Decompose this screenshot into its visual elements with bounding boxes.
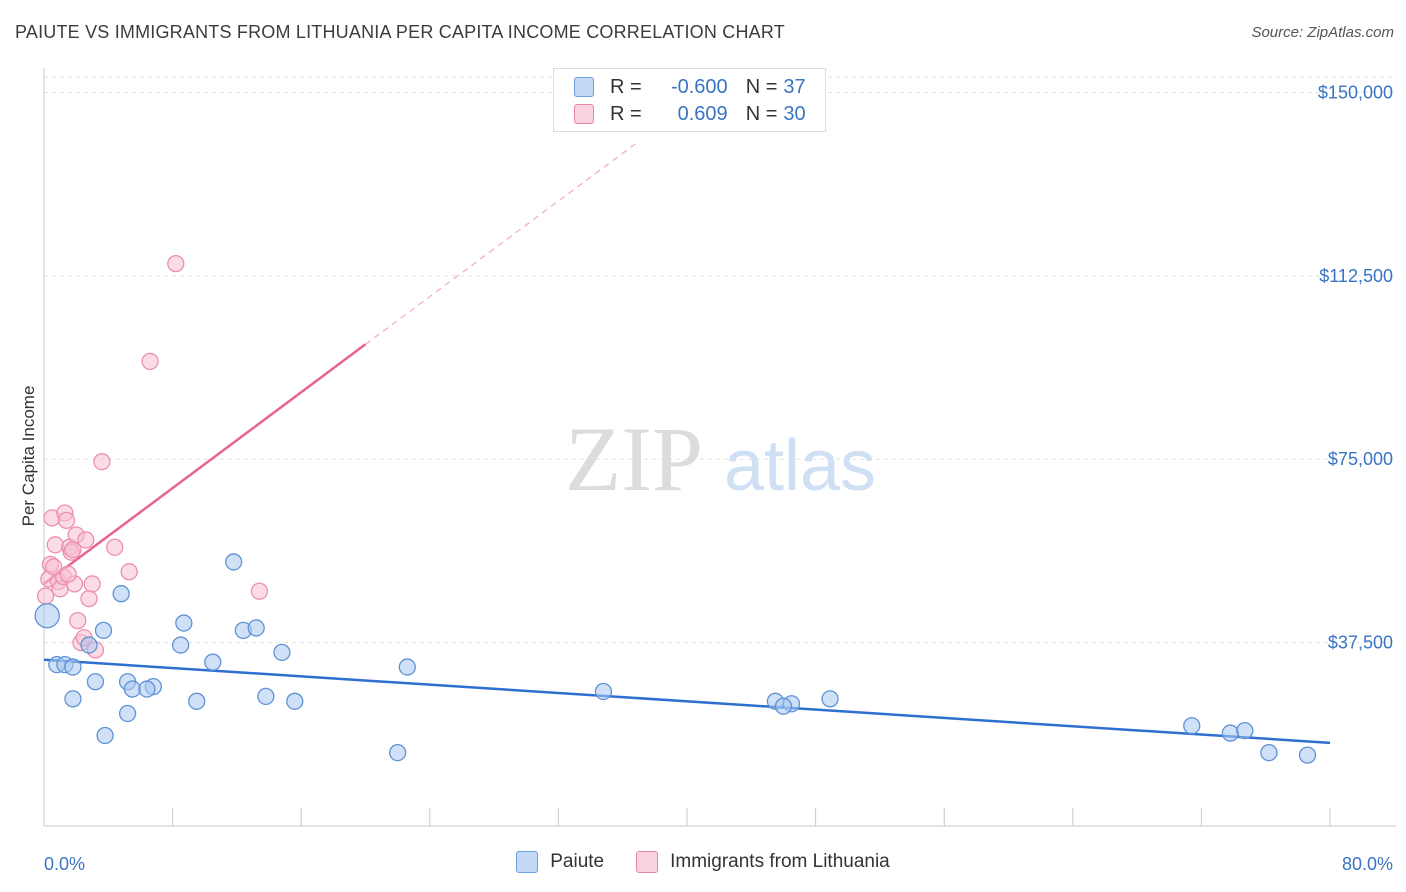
point-paiute [257, 687, 275, 706]
point-paiute [594, 682, 613, 701]
point-paiute [86, 673, 105, 691]
point-paiute [80, 636, 98, 654]
point-lithuania [77, 531, 95, 549]
point-lithuania [44, 558, 63, 576]
legend-r-label: R = [610, 102, 642, 125]
legend-r-value: -0.600 [670, 75, 728, 98]
y-tick-label: $75,000 [1328, 449, 1393, 469]
correlation-legend: R = -0.600 N = 37 R = 0.609 N = 30 [553, 68, 826, 132]
legend-swatch-lithuania [574, 104, 594, 124]
legend-swatch-paiute [574, 77, 594, 97]
watermark: ZIP atlas [565, 408, 876, 510]
legend-n-label: N = [745, 102, 778, 125]
tick-labels: $37,500 $75,000 $112,500 $150,000 0.0% 80.0% [44, 82, 1393, 874]
point-lithuania [83, 575, 101, 593]
point-paiute [273, 643, 291, 662]
point-paiute [34, 603, 60, 629]
legend-row-paiute: R = -0.600 N = 37 [574, 75, 806, 99]
grid-lines [44, 76, 1396, 644]
watermark-zip: ZIP [565, 408, 703, 510]
point-paiute [821, 690, 839, 708]
legend-item-lithuania[interactable]: Immigrants from Lithuania [636, 851, 890, 873]
point-paiute [112, 585, 130, 603]
y-tick-label: $112,500 [1319, 266, 1393, 286]
trend-lines [43, 140, 1331, 745]
point-lithuania [141, 352, 159, 371]
legend-swatch-paiute [516, 851, 539, 873]
point-lithuania [36, 587, 55, 605]
x-tick-label: 80.0% [1342, 854, 1393, 874]
data-points [34, 254, 1317, 764]
y-tick-label: $150,000 [1318, 82, 1393, 102]
point-lithuania [69, 611, 87, 630]
point-paiute [138, 680, 156, 698]
point-lithuania [250, 582, 269, 600]
legend-r-value: 0.609 [677, 102, 728, 125]
point-paiute [398, 658, 416, 676]
legend-n-value: 30 [783, 102, 806, 125]
point-paiute [388, 743, 407, 762]
point-paiute [64, 658, 82, 676]
point-paiute [64, 690, 82, 708]
series-legend: Paiute Immigrants from Lithuania [0, 851, 1406, 873]
point-paiute [286, 692, 304, 710]
axes [43, 68, 1396, 827]
legend-n-value: 37 [783, 75, 806, 98]
point-paiute [171, 636, 190, 654]
point-lithuania [57, 511, 76, 530]
point-paiute [96, 726, 114, 745]
legend-label-lithuania: Immigrants from Lithuania [670, 851, 890, 872]
point-paiute [247, 619, 265, 637]
point-paiute [1260, 743, 1278, 762]
point-paiute [1183, 717, 1201, 735]
trend-line-lithuania [43, 343, 367, 585]
point-paiute [225, 553, 243, 571]
point-lithuania [167, 254, 185, 273]
point-paiute [1221, 724, 1239, 742]
point-paiute [774, 697, 793, 715]
legend-r-label: R = [610, 75, 642, 98]
chart-title: PAIUTE VS IMMIGRANTS FROM LITHUANIA PER … [15, 22, 785, 42]
watermark-atlas: atlas [724, 426, 876, 506]
legend-swatch-lithuania [636, 851, 659, 873]
legend-row-lithuania: R = 0.609 N = 30 [574, 102, 806, 126]
point-paiute [175, 614, 193, 632]
point-paiute [123, 680, 142, 698]
point-lithuania [120, 563, 138, 581]
source-label: Source: ZipAtlas.com [1251, 24, 1394, 41]
point-lithuania [80, 589, 98, 608]
x-tick-label: 0.0% [44, 854, 85, 874]
legend-item-paiute[interactable]: Paiute [516, 851, 604, 873]
point-lithuania [93, 453, 111, 471]
legend-n-label: N = [745, 75, 778, 98]
point-paiute [188, 692, 206, 710]
point-paiute [1236, 721, 1254, 740]
point-lithuania [59, 565, 77, 583]
y-tick-label: $37,500 [1328, 633, 1393, 653]
legend-label-paiute: Paiute [550, 851, 605, 872]
point-paiute [118, 704, 137, 723]
point-paiute [204, 653, 222, 671]
point-paiute [1298, 746, 1317, 764]
point-lithuania [46, 536, 64, 554]
trend-line-paiute [43, 658, 1331, 745]
point-lithuania [106, 538, 124, 556]
point-paiute [94, 621, 113, 640]
trend-line-lithuania-extension [365, 140, 640, 345]
y-axis-label: Per Capita Income [19, 386, 38, 527]
